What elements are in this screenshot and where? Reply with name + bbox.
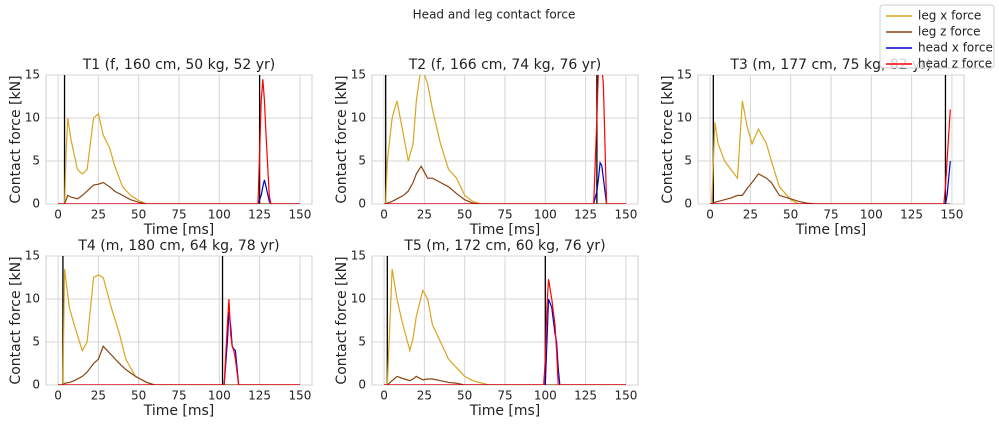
legend-box: [879, 4, 995, 69]
series-line: [384, 279, 626, 385]
series-line: [58, 112, 300, 204]
y-tick-label: 15: [25, 68, 40, 82]
y-tick-label: 5: [358, 335, 366, 349]
legend: leg x force leg z force head x force head z…: [879, 4, 995, 71]
x-tick-label: 50: [783, 208, 798, 222]
x-tick-label: 125: [900, 208, 923, 222]
x-tick-label: 75: [171, 208, 186, 222]
x-tick-label: 100: [208, 389, 231, 403]
x-tick-label: 25: [91, 389, 106, 403]
y-tick-label: 0: [358, 378, 366, 392]
x-tick-label: 150: [614, 389, 637, 403]
series-line: [384, 160, 626, 204]
y-tick-label: 10: [351, 111, 366, 125]
series-line: [384, 268, 626, 385]
subplot-title: T2 (f, 166 cm, 74 kg, 76 yr): [408, 57, 602, 73]
x-tick-label: 50: [457, 389, 472, 403]
x-axis-label: Time [ms]: [143, 403, 215, 419]
x-tick-label: 100: [208, 208, 231, 222]
series-line: [710, 109, 951, 204]
x-tick-label: 75: [497, 208, 512, 222]
x-tick-label: 25: [417, 389, 432, 403]
x-tick-label: 125: [248, 389, 271, 403]
plot-lines: [384, 256, 626, 385]
x-tick-label: 125: [248, 208, 271, 222]
plot-lines: [58, 256, 300, 385]
x-tick-label: 150: [614, 208, 637, 222]
y-tick-label: 5: [32, 335, 40, 349]
x-tick-label: 50: [457, 208, 472, 222]
x-tick-label: 150: [288, 389, 311, 403]
series-line: [384, 375, 626, 385]
y-tick-label: 5: [684, 154, 692, 168]
series-line: [58, 181, 300, 204]
x-tick-label: 75: [823, 208, 838, 222]
y-tick-label: 15: [351, 249, 366, 263]
y-axis-label: Contact force [kN]: [334, 256, 350, 384]
x-tick-label: 75: [171, 389, 186, 403]
x-tick-label: 100: [534, 208, 557, 222]
plot-lines: [710, 75, 951, 204]
series-line: [58, 179, 300, 204]
y-axis-label: Contact force [kN]: [8, 256, 24, 384]
x-tick-label: 0: [380, 208, 388, 222]
y-tick-label: 10: [677, 111, 692, 125]
x-tick-label: 50: [131, 389, 146, 403]
series-line: [710, 100, 951, 204]
legend-label: head z force: [918, 57, 992, 71]
x-tick-label: 25: [417, 208, 432, 222]
series-line: [384, 75, 626, 204]
legend-label: leg z force: [918, 25, 980, 39]
y-axis-label: Contact force [kN]: [334, 75, 350, 203]
y-tick-label: 5: [358, 154, 366, 168]
y-tick-label: 15: [351, 68, 366, 82]
y-tick-label: 0: [32, 378, 40, 392]
series-line: [58, 268, 300, 385]
x-tick-label: 0: [380, 389, 388, 403]
x-tick-label: 0: [706, 208, 714, 222]
x-axis-label: Time [ms]: [469, 403, 541, 419]
x-tick-label: 100: [860, 208, 883, 222]
y-tick-label: 0: [32, 197, 40, 211]
series-line: [710, 173, 951, 204]
x-tick-label: 75: [497, 389, 512, 403]
legend-label: head x force: [918, 41, 993, 55]
y-tick-label: 15: [677, 68, 692, 82]
x-tick-label: 50: [131, 208, 146, 222]
y-tick-label: 10: [25, 111, 40, 125]
series-line: [58, 298, 300, 385]
x-tick-label: 150: [940, 208, 963, 222]
series-line: [58, 345, 300, 385]
x-tick-label: 150: [288, 208, 311, 222]
y-tick-label: 0: [358, 197, 366, 211]
plot-lines: [384, 75, 626, 204]
plot-lines: [58, 75, 300, 204]
y-axis-label: Contact force [kN]: [660, 75, 676, 203]
x-tick-label: 0: [54, 208, 62, 222]
x-tick-label: 25: [91, 208, 106, 222]
series-line: [384, 164, 626, 204]
x-tick-label: 25: [743, 208, 758, 222]
y-tick-label: 15: [25, 249, 40, 263]
x-tick-label: 125: [574, 389, 597, 403]
x-tick-label: 0: [54, 389, 62, 403]
subplot-title: T4 (m, 180 cm, 64 kg, 78 yr): [77, 238, 279, 254]
x-axis-label: Time [ms]: [469, 222, 541, 238]
x-tick-label: 100: [534, 389, 557, 403]
figure-title: Head and leg contact force: [413, 8, 576, 22]
y-axis-label: Contact force [kN]: [8, 75, 24, 203]
y-tick-label: 0: [684, 197, 692, 211]
subplot-title: T1 (f, 160 cm, 50 kg, 52 yr): [82, 57, 276, 73]
x-axis-label: Time [ms]: [143, 222, 215, 238]
y-tick-label: 10: [351, 292, 366, 306]
series-line: [58, 79, 300, 204]
legend-label: leg x force: [918, 9, 981, 23]
x-tick-label: 125: [574, 208, 597, 222]
y-tick-label: 5: [32, 154, 40, 168]
series-line: [384, 298, 626, 385]
y-tick-label: 10: [25, 292, 40, 306]
x-axis-label: Time [ms]: [795, 222, 867, 238]
subplot-title: T5 (m, 172 cm, 60 kg, 76 yr): [403, 238, 605, 254]
